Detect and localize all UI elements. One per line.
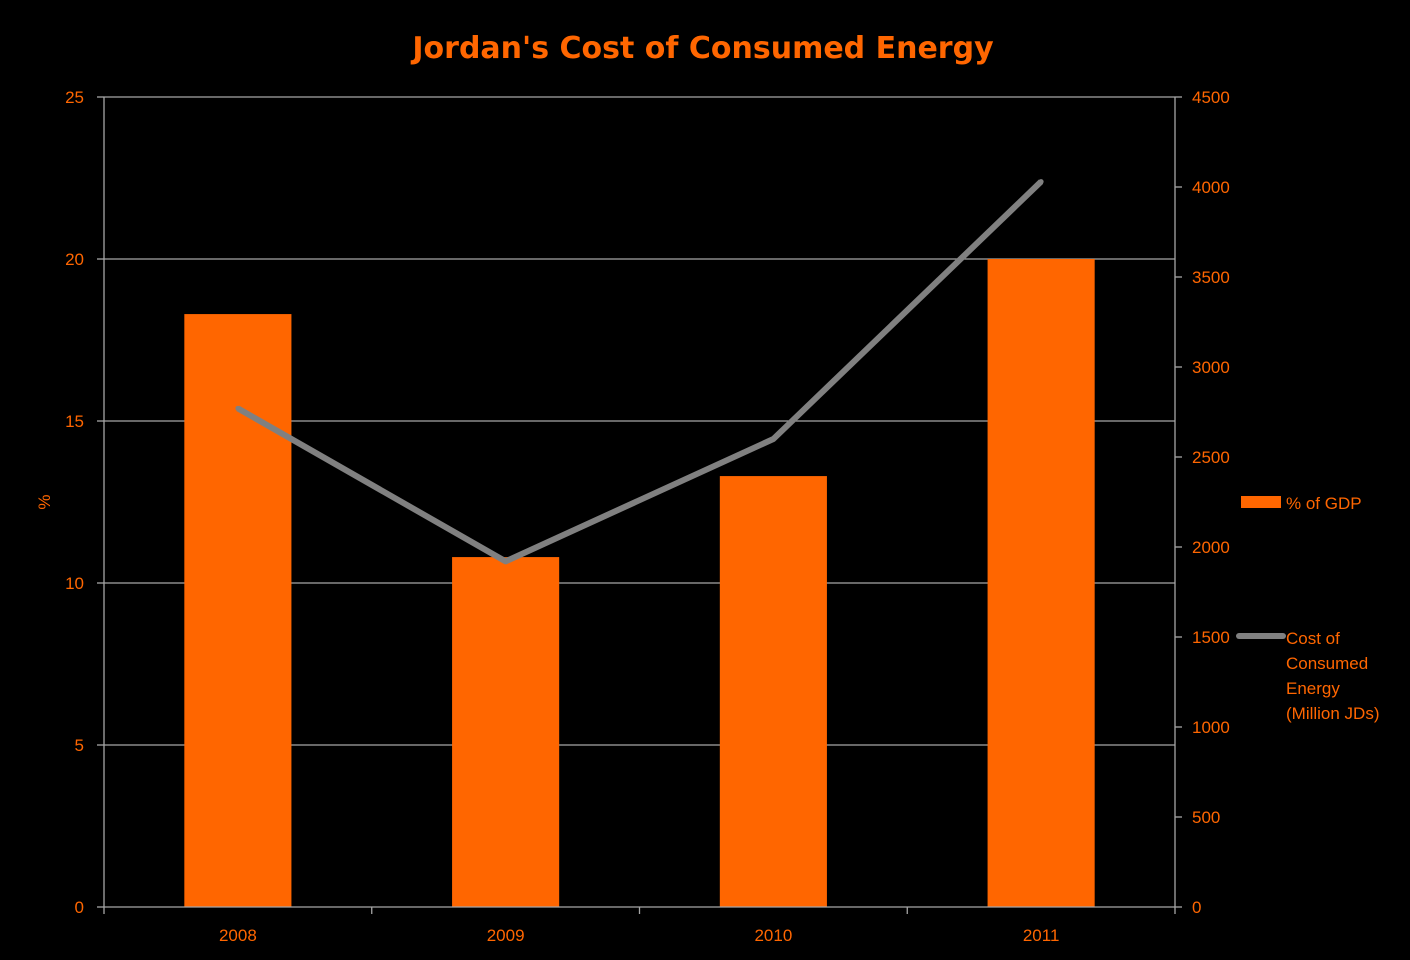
line-point-2008 (235, 405, 241, 411)
tick-labels: 0 5 10 15 20 25 0 500 1000 1500 2000 2500 3000 3500 40… (65, 88, 1230, 945)
x-tick-label-2008: 2008 (219, 926, 257, 945)
left-tick-label-15: 15 (65, 412, 84, 431)
bar-2010 (719, 476, 827, 907)
line-series (235, 179, 1044, 565)
left-tick-label-0: 0 (75, 898, 84, 917)
right-tick-label-1000: 1000 (1192, 718, 1230, 737)
bar-2009 (452, 557, 560, 907)
y-axis-label: % (35, 494, 54, 509)
axes (97, 96, 1182, 914)
legend-swatch-bar (1241, 496, 1281, 508)
legend-label-line-part-0: Cost of (1286, 629, 1340, 648)
right-tick-label-500: 500 (1192, 808, 1220, 827)
x-tick-label-2009: 2009 (487, 926, 525, 945)
x-tick-label-2010: 2010 (754, 926, 792, 945)
left-tick-label-5: 5 (75, 736, 84, 755)
right-tick-label-0: 0 (1192, 898, 1201, 917)
right-tick-label-4500: 4500 (1192, 88, 1230, 107)
bar-series (184, 259, 1095, 908)
right-tick-label-3500: 3500 (1192, 268, 1230, 287)
line-point-2010 (770, 436, 776, 442)
legend-label-line: Cost of Consumed Energy (Million JDs) (1286, 629, 1380, 723)
bar-2008 (184, 314, 292, 908)
x-tick-label-2011: 2011 (1023, 926, 1060, 945)
bar-2011 (987, 259, 1095, 907)
chart-title: Jordan's Cost of Consumed Energy (410, 31, 994, 66)
line-point-2009 (503, 558, 509, 564)
line-point-2011 (1038, 179, 1044, 185)
legend-label-line-part-3: (Million JDs) (1286, 704, 1380, 723)
legend-label-bar: % of GDP (1286, 494, 1362, 513)
left-tick-label-10: 10 (65, 574, 84, 593)
right-tick-label-2500: 2500 (1192, 448, 1230, 467)
right-tick-label-1500: 1500 (1192, 628, 1230, 647)
line-cost-of-consumed-energy (236, 179, 1044, 565)
left-tick-label-20: 20 (65, 250, 84, 269)
left-tick-label-25: 25 (65, 88, 84, 107)
legend-label-line-part-2: Energy (1286, 679, 1340, 698)
legend-label-line-part-1: Consumed (1286, 654, 1368, 673)
legend: % of GDP Cost of Consumed Energy (Million JD… (1236, 494, 1380, 723)
right-tick-label-4000: 4000 (1192, 178, 1230, 197)
right-tick-label-2000: 2000 (1192, 538, 1230, 557)
right-tick-label-3000: 3000 (1192, 358, 1230, 377)
